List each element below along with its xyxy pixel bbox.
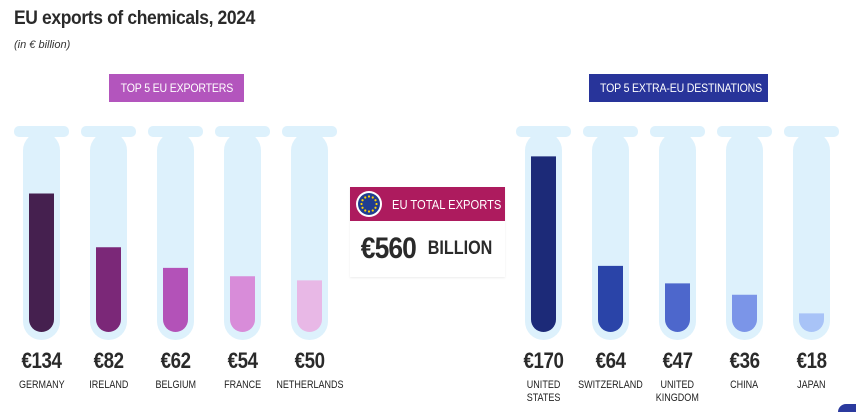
tube-rim: [583, 126, 638, 137]
eu-total-label: EU TOTAL EXPORTS: [392, 196, 502, 212]
bar: [799, 313, 824, 332]
tube-rim: [14, 126, 69, 137]
bar: [665, 283, 690, 332]
tube-rim: [282, 126, 337, 137]
bar: [531, 156, 556, 332]
tube-rim: [148, 126, 203, 137]
eu-total-unit: BILLION: [427, 238, 493, 259]
value-label: €36: [729, 348, 760, 373]
category-label: JAPAN: [797, 379, 826, 391]
bar: [230, 276, 255, 332]
tube-rim: [215, 126, 270, 137]
eu-total-value: €560 BILLION: [350, 221, 505, 277]
value-label: €50: [294, 348, 325, 373]
chart-title: EU exports of chemicals, 2024: [14, 8, 255, 29]
eu-total-header: EU TOTAL EXPORTS: [350, 187, 505, 221]
chart-subtitle: (in € billion): [14, 39, 71, 51]
value-label: €18: [796, 348, 827, 373]
eu-total-amount: €560: [360, 232, 417, 265]
eu-flag-icon: [356, 191, 382, 217]
bar: [732, 294, 757, 332]
corner-mark: [838, 404, 856, 412]
bar: [297, 280, 322, 332]
bar: [29, 193, 54, 332]
value-label: €134: [21, 348, 62, 373]
value-label: €82: [93, 348, 124, 373]
eu-total-box: EU TOTAL EXPORTS €560 BILLION: [350, 187, 505, 277]
category-label: IRELAND: [88, 379, 129, 391]
tube-rim: [650, 126, 705, 137]
category-label: UNITED KINGDOM: [655, 379, 700, 404]
category-label: UNITED STATES: [526, 379, 561, 404]
value-label: €54: [227, 348, 258, 373]
tube-rim: [81, 126, 136, 137]
left-group-label: TOP 5 EU EXPORTERS: [109, 74, 244, 102]
right-group-label: TOP 5 EXTRA-EU DESTINATIONS: [589, 74, 768, 102]
value-label: €170: [523, 348, 564, 373]
category-label: SWITZERLAND: [578, 379, 643, 391]
value-label: €64: [595, 348, 626, 373]
category-label: CHINA: [730, 379, 759, 391]
tube-rim: [784, 126, 839, 137]
category-label: GERMANY: [18, 379, 65, 391]
tube-body: [793, 132, 830, 340]
bar: [163, 267, 188, 332]
tube-rim: [717, 126, 772, 137]
bar: [96, 247, 121, 332]
category-label: NETHERLANDS: [275, 379, 344, 391]
category-label: FRANCE: [223, 379, 262, 391]
tube-body: [726, 132, 763, 340]
category-label: BELGIUM: [155, 379, 196, 391]
value-label: €47: [662, 348, 693, 373]
value-label: €62: [160, 348, 191, 373]
bar: [598, 265, 623, 332]
tube-rim: [516, 126, 571, 137]
